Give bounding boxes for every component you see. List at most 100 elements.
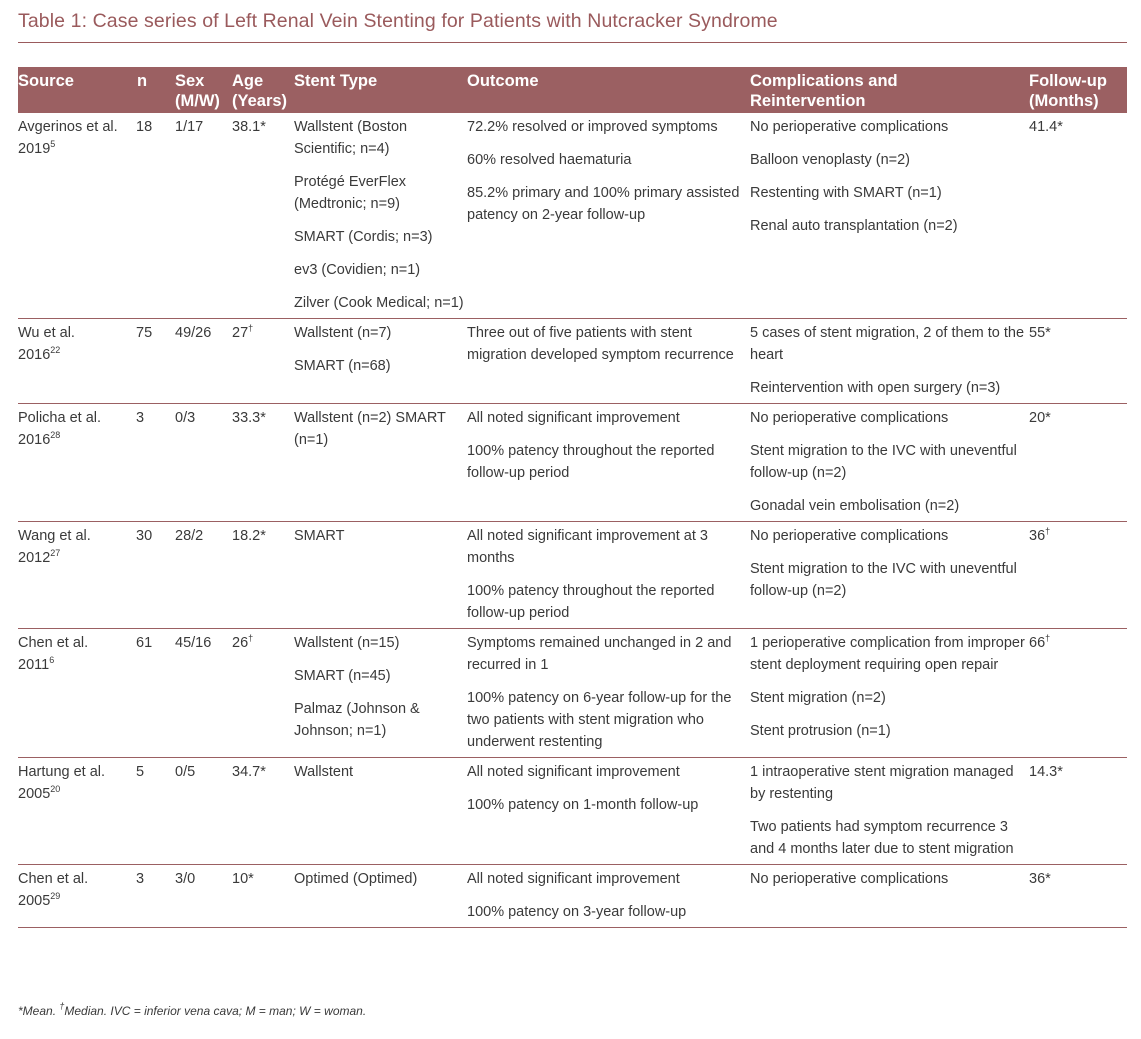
source-year-line: 201628 xyxy=(18,429,136,451)
source-year: 2012 xyxy=(18,550,51,566)
cell-stent-type: SMART xyxy=(294,521,467,629)
cell-complications: No perioperative complications Stent migr… xyxy=(750,521,1029,629)
cell-complications: 1 intraoperative stent migration managed… xyxy=(750,757,1029,865)
source-authors: Wang et al. xyxy=(18,528,91,544)
cell-outcome: All noted significant improvement 100% pa… xyxy=(467,403,750,522)
complication-item: No perioperative complications xyxy=(750,119,949,135)
cell-source: Avgerinos et al. 20195 xyxy=(18,113,136,319)
sex-ratio: 49/26 xyxy=(175,325,212,341)
age-value: 38.1* xyxy=(232,119,266,135)
complication-item: No perioperative complications xyxy=(750,528,949,544)
table-row: Policha et al. 201628 3 0/3 33.3* Wallstent (… xyxy=(18,403,1127,522)
complication-item: Stent migration (n=2) xyxy=(750,690,886,706)
cell-age: 34.7* xyxy=(232,757,294,865)
cell-complications: No perioperative complications Stent migr… xyxy=(750,403,1029,522)
sex-ratio: 0/3 xyxy=(175,410,196,426)
outcome-item: 100% patency throughout the reported fol… xyxy=(467,443,715,481)
cell-n: 3 xyxy=(136,403,175,522)
cell-complications: No perioperative complications Balloon ve… xyxy=(750,113,1029,319)
title-divider xyxy=(18,42,1127,43)
source-year: 2016 xyxy=(18,432,51,448)
table-title: Table 1: Case series of Left Renal Vein … xyxy=(18,10,778,32)
complication-item: Reintervention with open surgery (n=3) xyxy=(750,380,1001,396)
sex-ratio: 28/2 xyxy=(175,528,204,544)
cell-outcome: Symptoms remained unchanged in 2 and rec… xyxy=(467,628,750,758)
cell-source: Hartung et al. 200520 xyxy=(18,757,136,865)
complication-item: No perioperative complications xyxy=(750,871,949,887)
follow-up-value: 55* xyxy=(1029,325,1051,341)
outcome-item: Symptoms remained unchanged in 2 and rec… xyxy=(467,635,732,673)
outcome-item: Three out of five patients with stent mi… xyxy=(467,325,734,363)
stent-item: Optimed (Optimed) xyxy=(294,871,418,887)
case-series-table: Source n Sex (M/W) Age (Years) Stent Type … xyxy=(18,67,1127,928)
cell-complications: No perioperative complications xyxy=(750,864,1029,928)
source-authors: Avgerinos et al. xyxy=(18,119,118,135)
table-row: Hartung et al. 200520 5 0/5 34.7* Wallstent Al… xyxy=(18,757,1127,865)
header-n: n xyxy=(136,67,175,113)
age-value: 34.7* xyxy=(232,764,266,780)
stent-item: Zilver (Cook Medical; n=1) xyxy=(294,295,464,311)
cell-source: Chen et al. 20116 xyxy=(18,628,136,758)
cell-follow-up: 41.4* xyxy=(1029,113,1127,319)
cell-age: 10* xyxy=(232,864,294,928)
complication-item: No perioperative complications xyxy=(750,410,949,426)
follow-up-value: 14.3* xyxy=(1029,764,1063,780)
cell-stent-type: Wallstent (n=7) SMART (n=68) xyxy=(294,318,467,404)
complication-item: Restenting with SMART (n=1) xyxy=(750,185,942,201)
complication-item: Balloon venoplasty (n=2) xyxy=(750,152,911,168)
age-value: 18.2* xyxy=(232,528,266,544)
cell-age: 27† xyxy=(232,318,294,404)
table-footnote: *Mean. †Median. IVC = inferior vena cava… xyxy=(18,1001,367,1019)
source-authors: Chen et al. xyxy=(18,871,89,887)
cell-sex: 45/16 xyxy=(175,628,232,758)
cell-follow-up: 20* xyxy=(1029,403,1127,522)
outcome-item: 100% patency on 3-year follow-up xyxy=(467,904,687,920)
cell-age: 38.1* xyxy=(232,113,294,319)
n-value: 61 xyxy=(136,635,153,651)
stent-item: SMART (Cordis; n=3) xyxy=(294,229,433,245)
cell-stent-type: Wallstent (n=15) SMART (n=45) Palmaz (John… xyxy=(294,628,467,758)
cell-sex: 49/26 xyxy=(175,318,232,404)
stent-item: SMART (n=68) xyxy=(294,358,391,374)
n-value: 3 xyxy=(136,410,145,426)
complication-item: Two patients had symptom recurrence 3 an… xyxy=(750,819,1014,857)
n-value: 18 xyxy=(136,119,153,135)
n-value: 5 xyxy=(136,764,145,780)
cell-follow-up: 66† xyxy=(1029,628,1127,758)
stent-item: Protégé EverFlex (Medtronic; n=9) xyxy=(294,174,407,212)
cell-outcome: 72.2% resolved or improved symptoms 60% r… xyxy=(467,113,750,319)
cell-stent-type: Wallstent (Boston Scientific; n=4) Protég… xyxy=(294,113,467,319)
source-reference: 5 xyxy=(50,139,56,149)
age-value: 33.3* xyxy=(232,410,266,426)
outcome-item: 60% resolved haematuria xyxy=(467,152,632,168)
outcome-item: 72.2% resolved or improved symptoms xyxy=(467,119,718,135)
cell-age: 26† xyxy=(232,628,294,758)
outcome-item: 85.2% primary and 100% primary assisted … xyxy=(467,185,740,223)
cell-outcome: All noted significant improvement 100% pa… xyxy=(467,864,750,928)
cell-source: Wu et al. 201622 xyxy=(18,318,136,404)
cell-source: Chen et al. 200529 xyxy=(18,864,136,928)
outcome-item: All noted significant improvement xyxy=(467,764,680,780)
follow-up-value: 41.4* xyxy=(1029,119,1063,135)
header-outcome: Outcome xyxy=(467,67,750,113)
sex-ratio: 1/17 xyxy=(175,119,204,135)
source-year-line: 200529 xyxy=(18,890,136,912)
follow-up-value: 20* xyxy=(1029,410,1051,426)
cell-follow-up: 14.3* xyxy=(1029,757,1127,865)
stent-item: SMART xyxy=(294,528,345,544)
source-year-line: 201622 xyxy=(18,344,136,366)
table-body: Avgerinos et al. 20195 18 1/17 38.1* Wallsten… xyxy=(18,113,1127,928)
cell-n: 30 xyxy=(136,521,175,629)
cell-outcome: All noted significant improvement at 3 m… xyxy=(467,521,750,629)
age-value: 10* xyxy=(232,871,254,887)
cell-stent-type: Wallstent (n=2) SMART (n=1) xyxy=(294,403,467,522)
cell-stent-type: Wallstent xyxy=(294,757,467,865)
cell-sex: 0/5 xyxy=(175,757,232,865)
cell-sex: 0/3 xyxy=(175,403,232,522)
table-row: Avgerinos et al. 20195 18 1/17 38.1* Wallsten… xyxy=(18,113,1127,319)
cell-n: 3 xyxy=(136,864,175,928)
median-marker: † xyxy=(248,323,254,333)
stent-item: Wallstent (n=15) xyxy=(294,635,400,651)
n-value: 30 xyxy=(136,528,153,544)
cell-complications: 5 cases of stent migration, 2 of them to… xyxy=(750,318,1029,404)
